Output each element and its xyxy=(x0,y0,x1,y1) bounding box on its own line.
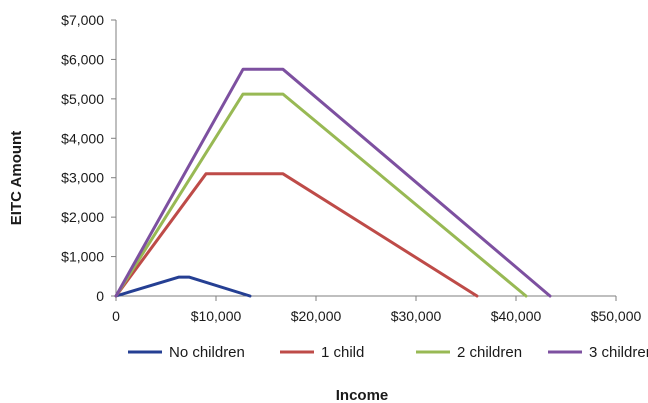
x-tick-label: $50,000 xyxy=(591,308,642,324)
series-line-3-children xyxy=(114,67,552,298)
y-tick-label: $4,000 xyxy=(61,130,104,146)
series-line-1-child xyxy=(114,172,479,298)
series-line-2-children xyxy=(114,92,528,298)
legend-item-2-children: 2 children xyxy=(416,344,522,361)
y-tick-label: 0 xyxy=(96,288,104,304)
legend-label: 3 children xyxy=(589,344,648,361)
legend-label: 2 children xyxy=(457,344,522,361)
x-tick-label: 0 xyxy=(112,308,120,324)
series-line-no-children xyxy=(114,275,252,298)
legend-item-3-children: 3 children xyxy=(548,344,648,361)
legend-item-no-children: No children xyxy=(128,344,245,361)
y-tick-label: $6,000 xyxy=(61,51,104,67)
x-axis-ticks: 0 $10,000 $20,000 $30,000 $40,000 $50,000 xyxy=(112,296,642,324)
x-tick-label: $10,000 xyxy=(191,308,242,324)
legend-label: No children xyxy=(169,344,245,361)
x-tick-label: $20,000 xyxy=(291,308,342,324)
y-axis-title: EITC Amount xyxy=(8,131,25,225)
legend-item-1-child: 1 child xyxy=(280,344,364,361)
x-axis-title: Income xyxy=(336,387,389,403)
legend: No children 1 child 2 children 3 children xyxy=(128,344,648,361)
y-axis-ticks: 0 $1,000 $2,000 $3,000 $4,000 $5,000 $6,000 $7,… xyxy=(61,12,116,304)
y-tick-label: $2,000 xyxy=(61,209,104,225)
plot-area xyxy=(115,20,616,297)
x-tick-label: $30,000 xyxy=(391,308,442,324)
y-tick-label: $7,000 xyxy=(61,12,104,28)
y-tick-label: $5,000 xyxy=(61,91,104,107)
y-tick-label: $1,000 xyxy=(61,249,104,265)
legend-label: 1 child xyxy=(321,344,364,361)
x-tick-label: $40,000 xyxy=(491,308,542,324)
series-layer xyxy=(114,67,552,298)
y-tick-label: $3,000 xyxy=(61,170,104,186)
